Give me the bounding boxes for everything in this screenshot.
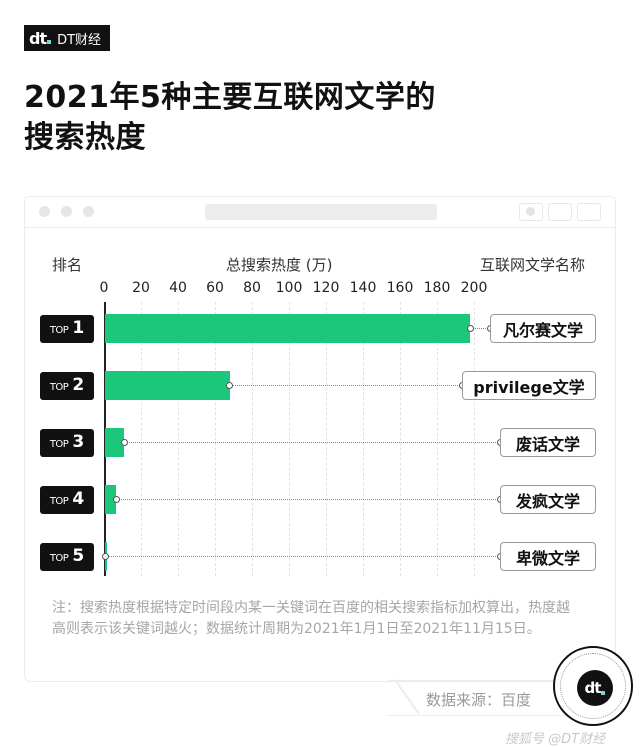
rank-number: 1: [72, 318, 85, 338]
address-bar: [205, 204, 437, 220]
rank-header: 排名: [52, 256, 83, 274]
gridline: [141, 302, 142, 576]
category-label: 凡尔赛文学: [490, 314, 596, 343]
leader-knob-icon: [226, 382, 234, 389]
category-label: privilege文学: [462, 371, 596, 400]
rank-number: 5: [72, 546, 85, 566]
metric-header: 总搜索热度 (万): [226, 256, 333, 274]
gridline: [215, 302, 216, 576]
gridline: [289, 302, 290, 576]
x-tick-label: 40: [169, 280, 187, 296]
leader-line: [105, 556, 500, 557]
x-tick-label: 0: [99, 280, 109, 296]
footnote: 注：搜索热度根据特定时间段内某一关键词在百度的相关搜索指标加权算出，热度越高则表…: [52, 600, 570, 637]
gridline: [326, 302, 327, 576]
plot-area: [104, 302, 475, 576]
x-tick-label: 200: [460, 280, 488, 296]
x-tick-label: 160: [386, 280, 414, 296]
bar: [105, 371, 230, 400]
tabs-button-icon: [577, 203, 601, 221]
leader-line: [470, 328, 490, 329]
leader-line: [124, 442, 500, 443]
data-source: 数据来源：百度: [426, 691, 532, 709]
brand-badge: dt DT财经: [24, 25, 110, 51]
rank-badge: TOP 4: [40, 486, 94, 514]
category-label: 卑微文学: [500, 542, 596, 571]
dt-logo-icon: dt: [29, 29, 52, 48]
name-header: 互联网文学名称: [480, 256, 586, 274]
source-tab: [388, 680, 568, 716]
x-tick-label: 180: [423, 280, 451, 296]
gridline: [178, 302, 179, 576]
rank-prefix: TOP: [49, 496, 69, 507]
leader-line: [229, 385, 462, 386]
rank-prefix: TOP: [49, 382, 69, 393]
gridline: [437, 302, 438, 576]
bar: [105, 428, 125, 457]
share-button-icon: [548, 203, 572, 221]
rank-number: 4: [72, 489, 85, 509]
rank-prefix: TOP: [49, 553, 69, 564]
leader-line: [116, 499, 500, 500]
leader-knob-icon: [102, 553, 110, 560]
y-axis-line: [104, 302, 106, 576]
rank-badge: TOP 3: [40, 429, 94, 457]
rank-number: 3: [72, 432, 85, 452]
gridline: [252, 302, 253, 576]
gridline: [474, 302, 475, 576]
x-tick-label: 60: [206, 280, 224, 296]
leader-knob-icon: [120, 439, 128, 446]
title-line-2: 搜索热度: [24, 120, 146, 155]
category-label: 废话文学: [500, 428, 596, 457]
title-line-1: 2021年5种主要互联网文学的: [24, 80, 436, 115]
rank-badge: TOP 2: [40, 372, 94, 400]
minimize-dot-icon: [61, 206, 72, 217]
close-dot-icon: [39, 206, 50, 217]
watermark-text: 搜狐号 @DT财经: [505, 732, 606, 747]
x-tick-label: 20: [132, 280, 150, 296]
leader-knob-icon: [466, 325, 474, 332]
chart-title: 2021年5种主要互联网文学的 搜索热度: [24, 78, 436, 158]
rank-prefix: TOP: [49, 439, 69, 450]
x-tick-label: 100: [275, 280, 303, 296]
brand-name: DT财经: [57, 32, 102, 48]
rank-number: 2: [72, 375, 85, 395]
record-button-icon: [519, 203, 543, 221]
window-titlebar: [25, 197, 615, 228]
x-tick-label: 140: [349, 280, 377, 296]
x-tick-label: 80: [243, 280, 261, 296]
dt-seal-logo: dt: [553, 646, 633, 726]
bar: [105, 314, 471, 343]
gridline: [363, 302, 364, 576]
gridline: [400, 302, 401, 576]
x-tick-label: 120: [312, 280, 340, 296]
maximize-dot-icon: [83, 206, 94, 217]
bar: [105, 485, 117, 514]
rank-prefix: TOP: [49, 325, 69, 336]
dt-logo-icon: dt: [577, 670, 613, 706]
leader-knob-icon: [112, 496, 120, 503]
rank-badge: TOP 5: [40, 543, 94, 571]
category-label: 发疯文学: [500, 485, 596, 514]
rank-badge: TOP 1: [40, 315, 94, 343]
